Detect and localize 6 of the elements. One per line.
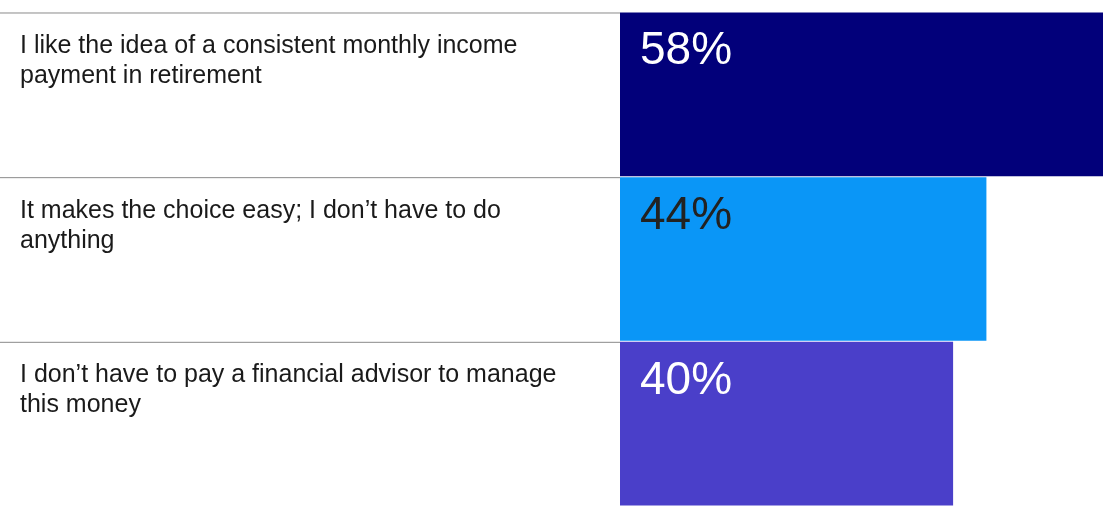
y-tick-label: I like the idea of a consistent monthly income payment in retirement [20,29,518,88]
data-label: 58% [640,22,733,75]
data-label: 40% [640,351,733,404]
data-label: 44% [640,186,733,239]
y-tick-label: I don’t have to pay a financial advisor to manage this money [20,359,557,418]
y-tick-label: It makes the choice easy; I don’t have to do anything [20,194,501,253]
